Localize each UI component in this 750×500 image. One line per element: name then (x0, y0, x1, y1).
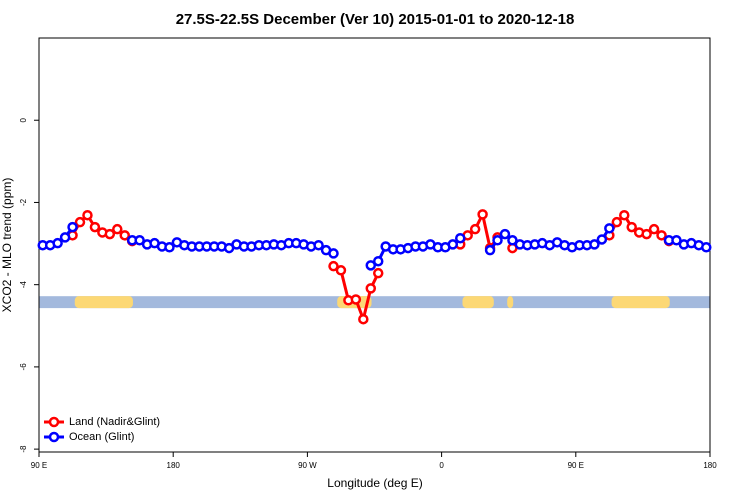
data-point (365, 283, 377, 294)
data-point (701, 242, 712, 253)
data-point (104, 228, 116, 240)
land-segment (462, 296, 494, 309)
legend-marker (48, 416, 60, 428)
legend-marker (48, 431, 60, 443)
data-point (507, 235, 518, 246)
ocean-band (39, 296, 710, 309)
data-point (648, 223, 660, 235)
x-axis-label: Longitude (deg E) (327, 476, 422, 490)
data-point (499, 228, 511, 240)
data-point (492, 235, 503, 246)
data-point (358, 313, 369, 325)
y-tick-label: -4 (19, 281, 28, 289)
chart-title: 27.5S-22.5S December (Ver 10) 2015-01-01… (176, 11, 575, 28)
data-point (372, 255, 384, 267)
data-point (134, 235, 145, 246)
data-point (454, 232, 466, 244)
y-tick-label: -2 (19, 198, 28, 206)
data-point (596, 234, 608, 245)
x-tick-label: 0 (439, 461, 444, 470)
data-point (372, 267, 384, 279)
data-point (656, 230, 667, 241)
x-tick-label: 90 W (298, 461, 317, 470)
x-tick-label: 90 E (568, 461, 584, 470)
data-point (328, 260, 339, 272)
data-point (313, 239, 324, 251)
y-tick-label: 0 (19, 117, 28, 122)
data-point (59, 232, 71, 243)
data-point (589, 239, 600, 250)
data-point (328, 248, 339, 259)
data-point (641, 228, 652, 240)
y-axis-label: XCO2 - MLO trend (ppm) (0, 178, 14, 313)
data-point (447, 239, 459, 250)
land-segment (507, 296, 514, 309)
data-point (604, 223, 615, 234)
y-tick-label: -6 (19, 363, 28, 371)
data-point (52, 237, 63, 249)
data-point (611, 216, 623, 228)
data-point (350, 294, 362, 305)
data-point (365, 260, 377, 271)
legend-label: Land (Nadir&Glint) (69, 416, 160, 428)
legend-label: Ocean (Glint) (69, 431, 134, 443)
data-point (89, 221, 101, 233)
data-point (119, 230, 130, 241)
data-point (671, 235, 682, 246)
data-point (469, 223, 481, 235)
data-point (112, 223, 123, 235)
land-segment (74, 296, 133, 309)
data-point (484, 244, 496, 256)
data-point (619, 209, 630, 221)
x-tick-label: 180 (703, 461, 717, 470)
data-point (67, 221, 78, 233)
x-tick-label: 180 (167, 461, 181, 470)
data-point (626, 221, 637, 233)
data-point (74, 216, 86, 228)
data-point (82, 209, 93, 221)
data-point (477, 209, 488, 220)
y-tick-label: -8 (19, 445, 28, 453)
x-tick-label: 90 E (31, 461, 47, 470)
data-point (164, 242, 175, 253)
land-segment (611, 296, 670, 309)
data-point (335, 265, 347, 276)
